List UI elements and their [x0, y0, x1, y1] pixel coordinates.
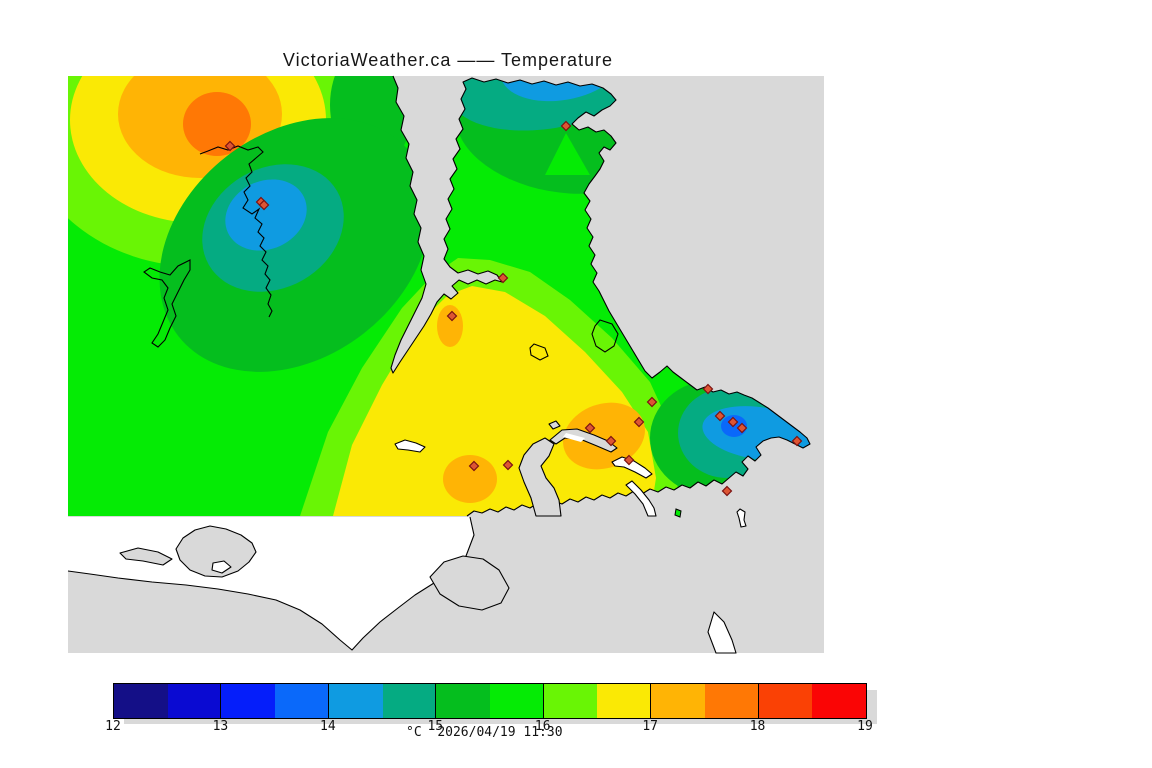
colorbar-segment [221, 684, 276, 718]
colorbar-tick [220, 683, 222, 719]
colorbar-segment [651, 684, 705, 718]
station-marker [502, 459, 514, 471]
station-marker [623, 454, 635, 466]
colorbar-segment [167, 684, 222, 718]
station-marker [714, 410, 726, 422]
station-marker [646, 396, 658, 408]
colorbar-tick-label: 14 [320, 719, 336, 734]
colorbar-segment [382, 684, 437, 718]
station-marker [736, 422, 748, 434]
colorbar-tick-label: 19 [857, 719, 873, 734]
colorbar-tick-label: 16 [534, 719, 551, 734]
lake-white [394, 439, 426, 453]
colorbar [113, 683, 867, 719]
inlet-shoreline [199, 145, 273, 318]
unit-label: °C [406, 725, 422, 740]
colorbar-tick [435, 683, 437, 719]
station-marker [633, 416, 645, 428]
station-markers [224, 120, 803, 497]
station-marker [605, 435, 617, 447]
colorbar-tick [650, 683, 652, 719]
colorbar-tick-label: 18 [749, 719, 766, 734]
station-marker [497, 272, 509, 284]
colorbar-footer: °C 2026/04/19 11:30 [406, 725, 563, 740]
station-marker [702, 383, 714, 395]
timestamp: 2026/04/19 11:30 [437, 725, 563, 740]
harbour-complex [518, 420, 618, 517]
colorbar-segment [436, 684, 491, 718]
station-marker [560, 120, 572, 132]
station-marker [727, 416, 739, 428]
station-marker [721, 485, 733, 497]
colorbar-segment [275, 684, 329, 718]
victoria-harbour [611, 456, 657, 517]
colorbar-tick [757, 683, 759, 719]
footer-spacer [422, 725, 438, 740]
station-marker [224, 140, 236, 152]
coastline [390, 75, 811, 517]
colorbar-tick [542, 683, 544, 719]
colorbar-tick-label: 12 [105, 719, 121, 734]
colorbar-segment [812, 684, 867, 718]
colorbar-segment [597, 684, 652, 718]
colorbar-segment [114, 684, 168, 718]
colorbar-tick-label: 13 [212, 719, 229, 734]
station-marker [584, 422, 596, 434]
station-marker [468, 460, 480, 472]
colorbar-segment [328, 684, 383, 718]
station-marker [446, 310, 458, 322]
colorbar-tick [327, 683, 329, 719]
station-marker [258, 199, 270, 211]
colorbar-segment [490, 684, 544, 718]
colorbar-tick-label: 17 [642, 719, 658, 734]
page-title: VictoriaWeather.ca —— Temperature [282, 50, 614, 70]
colorbar-segment [704, 684, 759, 718]
lake-outline [529, 343, 549, 361]
strait-islands [119, 508, 747, 654]
colorbar-segment [543, 684, 598, 718]
colorbar-tick-label: 15 [427, 719, 444, 734]
lake-outline [143, 259, 191, 348]
station-marker [791, 435, 803, 447]
colorbar-segment [758, 684, 813, 718]
lake-outline [591, 319, 619, 353]
